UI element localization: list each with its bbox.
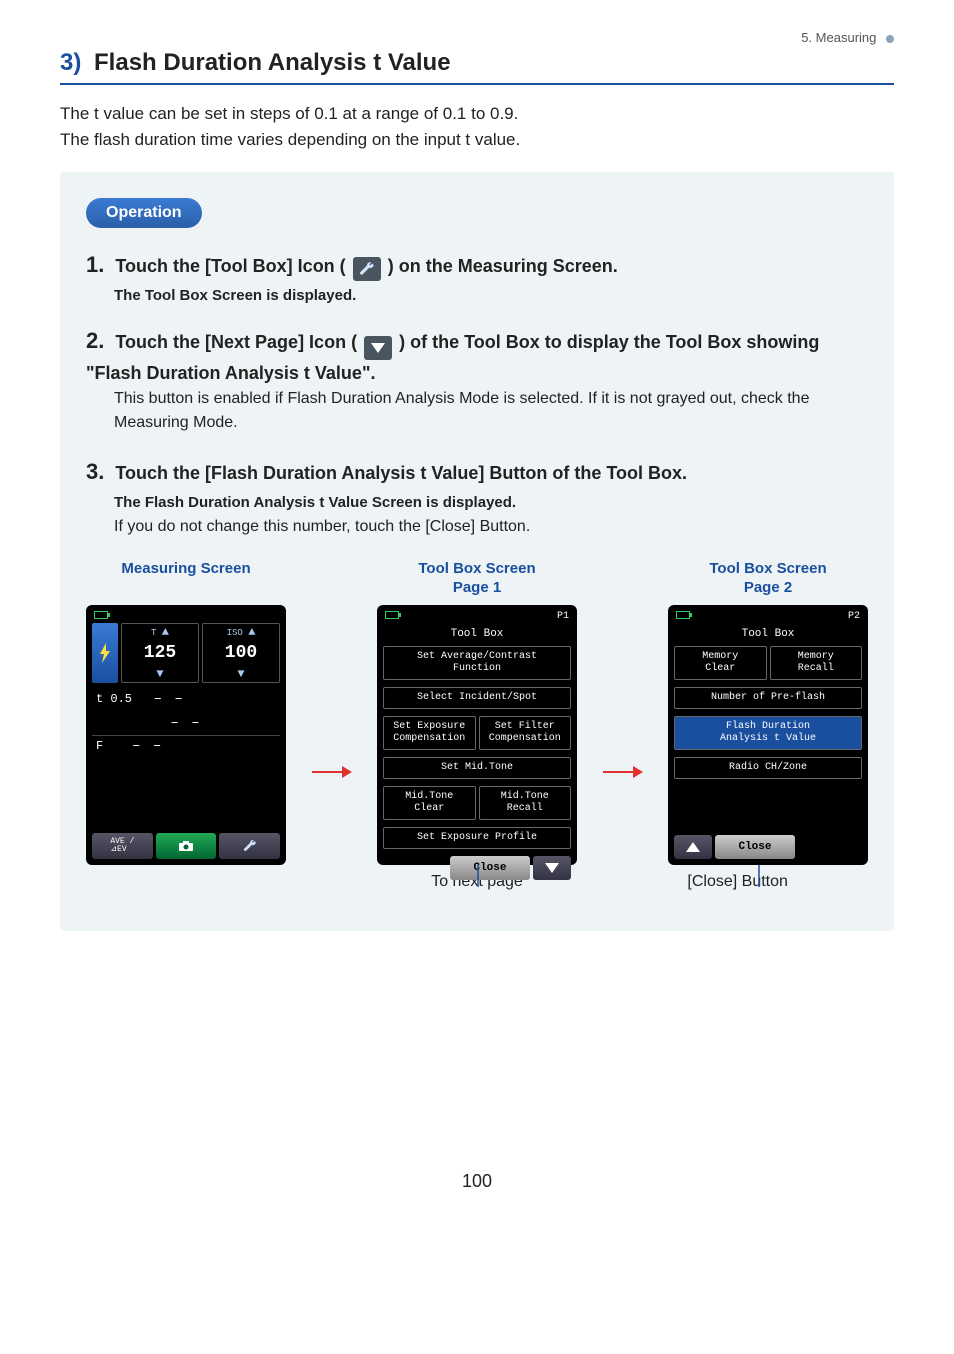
- tb2-btn-preflash[interactable]: Number of Pre-flash: [674, 687, 862, 709]
- step-3-head: 3. Touch the [Flash Duration Analysis t …: [86, 455, 868, 488]
- intro-text: The t value can be set in steps of 0.1 a…: [60, 101, 894, 154]
- step-2-body: This button is enabled if Flash Duration…: [114, 387, 868, 435]
- operation-pill: Operation: [86, 198, 202, 228]
- tb1-btn-midclear[interactable]: Mid.Tone Clear: [383, 786, 476, 820]
- measuring-screen: T ▲ 125 ▼ ISO ▲ 100 ▼ t 0.5 – – – – F – …: [86, 605, 286, 865]
- breadcrumb: 5. Measuring: [60, 30, 894, 49]
- tb1-btn-incident[interactable]: Select Incident/Spot: [383, 687, 571, 709]
- tb1-btn-midrecall[interactable]: Mid.Tone Recall: [479, 786, 572, 820]
- operation-panel: Operation 1. Touch the [Tool Box] Icon (…: [60, 172, 894, 931]
- toolbox1-label: Tool Box Screen Page 1: [418, 559, 535, 599]
- breadcrumb-dot: [886, 35, 894, 43]
- screens-row: Measuring Screen T ▲ 125 ▼ ISO ▲: [86, 559, 868, 865]
- tb1-btn-expcomp[interactable]: Set Exposure Compensation: [383, 716, 476, 750]
- tb2-btn-memrecall[interactable]: Memory Recall: [770, 646, 863, 680]
- ave-button[interactable]: AVE / ⊿EV: [92, 833, 153, 859]
- section-number: 3): [60, 49, 81, 76]
- measuring-label: Measuring Screen: [121, 559, 250, 599]
- wrench-icon: [353, 257, 381, 281]
- caption-close: [Close] Button: [607, 873, 868, 891]
- step-1-head: 1. Touch the [Tool Box] Icon ( ) on the …: [86, 248, 868, 281]
- step-3-sub: The Flash Duration Analysis t Value Scre…: [114, 494, 868, 511]
- step-3: 3. Touch the [Flash Duration Analysis t …: [86, 455, 868, 539]
- tb2-btn-radio[interactable]: Radio CH/Zone: [674, 757, 862, 779]
- toolbox1-col: Tool Box Screen Page 1 P1 Tool Box Set A…: [377, 559, 577, 865]
- toolbox2-col: Tool Box Screen Page 2 P2 Tool Box Memor…: [668, 559, 868, 865]
- battery-icon: [94, 611, 108, 619]
- step-1: 1. Touch the [Tool Box] Icon ( ) on the …: [86, 248, 868, 304]
- arrow-2: [603, 762, 643, 782]
- next-page-icon: [364, 336, 392, 360]
- step-3-body: If you do not change this number, touch …: [114, 515, 868, 539]
- tb1-btn-expprofile[interactable]: Set Exposure Profile: [383, 827, 571, 849]
- toolbox-button[interactable]: [219, 833, 280, 859]
- battery-icon: [676, 611, 690, 619]
- section-title-text: Flash Duration Analysis t Value: [94, 49, 451, 76]
- tb1-close-button[interactable]: Close: [450, 856, 530, 880]
- tb2-btn-memclear[interactable]: Memory Clear: [674, 646, 767, 680]
- toolbox2-screen: P2 Tool Box Memory Clear Memory Recall N…: [668, 605, 868, 865]
- tb2-prev-button[interactable]: [674, 835, 712, 859]
- section-title: 3) Flash Duration Analysis t Value: [60, 49, 894, 85]
- battery-icon: [385, 611, 399, 619]
- breadcrumb-text: 5. Measuring: [801, 30, 876, 45]
- camera-button[interactable]: [156, 833, 217, 859]
- step-2: 2. Touch the [Next Page] Icon ( ) of the…: [86, 324, 868, 435]
- iso-box[interactable]: ISO ▲ 100 ▼: [202, 623, 280, 683]
- measuring-screen-col: Measuring Screen T ▲ 125 ▼ ISO ▲: [86, 559, 286, 865]
- page-number: 100: [60, 1171, 894, 1192]
- tb1-btn-avg[interactable]: Set Average/Contrast Function: [383, 646, 571, 680]
- mode-button[interactable]: [92, 623, 118, 683]
- tb1-btn-midtone[interactable]: Set Mid.Tone: [383, 757, 571, 779]
- tb2-close-button[interactable]: Close: [715, 835, 795, 859]
- tb2-btn-flashduration[interactable]: Flash Duration Analysis t Value: [674, 716, 862, 750]
- shutter-box[interactable]: T ▲ 125 ▼: [121, 623, 199, 683]
- tb1-next-button[interactable]: [533, 856, 571, 880]
- dash-1: – –: [92, 715, 280, 731]
- step-1-sub: The Tool Box Screen is displayed.: [114, 287, 868, 304]
- toolbox1-screen: P1 Tool Box Set Average/Contrast Functio…: [377, 605, 577, 865]
- arrow-1: [312, 762, 352, 782]
- toolbox2-label: Tool Box Screen Page 2: [709, 559, 826, 599]
- tb1-btn-filtcomp[interactable]: Set Filter Compensation: [479, 716, 572, 750]
- step-2-head: 2. Touch the [Next Page] Icon ( ) of the…: [86, 324, 868, 387]
